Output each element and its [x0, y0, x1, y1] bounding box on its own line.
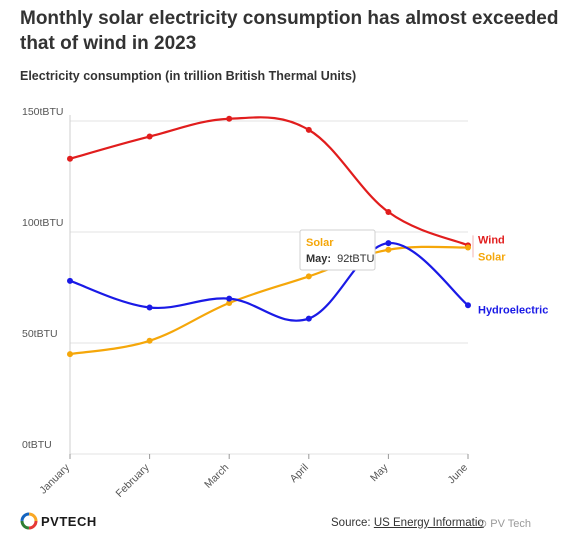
wind-data-point[interactable]: [146, 133, 153, 140]
x-tick-label: February: [114, 461, 153, 500]
wind-data-point[interactable]: [226, 115, 233, 122]
hydroelectric-data-point[interactable]: [385, 240, 392, 247]
source-prefix: Source:: [331, 517, 374, 529]
y-tick-label: 150tBTU: [22, 106, 63, 118]
x-tick-label: May: [368, 461, 391, 484]
hydroelectric-data-point[interactable]: [305, 315, 312, 322]
tooltip-series: Solar: [306, 237, 334, 249]
pvtech-logo-text: PVTECH: [41, 513, 97, 529]
watermark: ⊙ PV Tech: [478, 518, 532, 530]
tooltip-label: May:: [306, 253, 331, 265]
x-tick-label: January: [37, 461, 72, 496]
solar-data-point[interactable]: [226, 300, 233, 307]
solar-data-point[interactable]: [465, 244, 471, 251]
wind-series-label: Wind: [478, 234, 505, 246]
chart-subtitle: Electricity consumption (in trillion Bri…: [20, 69, 357, 83]
svg-text:May: 92tBTU: May: 92tBTU: [306, 253, 374, 265]
x-tick-label: March: [202, 462, 231, 491]
hydroelectric-series-label: Hydroelectric: [478, 304, 548, 316]
solar-series-line: [68, 245, 470, 356]
chart-title: Monthly solar electricity consumption ha…: [20, 8, 559, 54]
x-tick-label: June: [446, 462, 471, 487]
hydroelectric-data-point[interactable]: [465, 302, 471, 309]
x-tick-label: April: [288, 462, 311, 485]
wind-data-point[interactable]: [385, 209, 392, 216]
y-tick-label: 50tBTU: [22, 328, 58, 340]
tooltip: Solar May: 92tBTU: [299, 229, 376, 271]
solar-series-label: Solar: [478, 252, 506, 264]
wind-series-line: [68, 116, 470, 247]
hydroelectric-data-point[interactable]: [67, 277, 73, 284]
solar-data-point[interactable]: [146, 337, 153, 344]
source-link[interactable]: US Energy Informatio: [373, 517, 484, 529]
pvtech-logo-icon: [20, 512, 38, 530]
series-layer: [67, 115, 471, 358]
hydroelectric-data-point[interactable]: [226, 295, 233, 302]
source-note: Source: US Energy Informatio: [331, 517, 484, 529]
wind-data-point[interactable]: [67, 155, 73, 162]
hydroelectric-data-point[interactable]: [146, 304, 153, 311]
label-layer: Wind Solar Hydroelectric: [472, 234, 548, 316]
tooltip-box: [299, 229, 376, 271]
y-tick-label: 100tBTU: [22, 217, 63, 229]
solar-data-point[interactable]: [385, 246, 392, 253]
hydroelectric-series-line: [68, 241, 470, 322]
tooltip-value: 92tBTU: [337, 253, 374, 265]
solar-data-point[interactable]: [67, 351, 73, 358]
pvtech-logo[interactable]: PVTECH: [20, 512, 97, 530]
solar-data-point[interactable]: [305, 273, 312, 280]
y-tick-label: 0tBTU: [22, 439, 52, 451]
wind-data-point[interactable]: [305, 126, 312, 133]
